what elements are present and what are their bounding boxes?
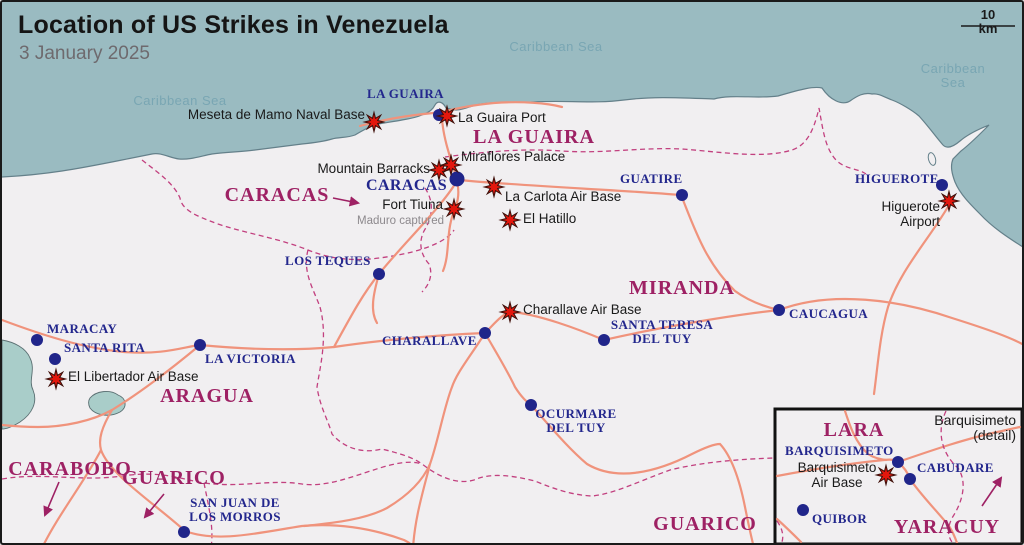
map-markers [31,104,961,538]
inset-borders [776,410,964,543]
city-dot-maracay [31,334,43,346]
yaracuy-arrow [981,476,1003,507]
city-dot-caucagua [773,304,785,316]
strike-icon-barquisimeto-air-base [874,463,898,487]
strike-icon-higuerote-airport [937,189,961,213]
strike-icon-fort-tiuna [442,197,466,221]
lake-valencia [2,339,36,430]
inset-detail-box [773,407,1022,543]
strike-icon-charallave-air-base [498,300,522,324]
inset-border [773,407,1022,543]
region-arrows [43,196,361,519]
city-dot-santa-teresa-del-tuy [598,334,610,346]
strike-icon-el-hatillo [498,208,522,232]
caracas-arrow [332,196,361,207]
city-dot-quibor [797,504,809,516]
city-dot-higuerote [936,179,948,191]
city-dot-ocurmare-del-tuy [525,399,537,411]
strike-icon-la-guaira-port [435,104,459,128]
lakes [2,339,126,430]
city-dot-san-juan-de-los-morros [178,526,190,538]
strike-icon-meseta-de-mamo-naval-base [362,110,386,134]
strike-icon-miraflores-palace [439,153,463,177]
state-borders [2,107,867,543]
carabobo-arrow [43,481,60,517]
city-dot-la-victoria [194,339,206,351]
city-dot-los-teques [373,268,385,280]
city-dot-cabudare [904,473,916,485]
city-dot-caracas [449,171,465,187]
city-dot-charallave [479,327,491,339]
city-dot-barquisimeto [892,456,904,468]
strike-icon-el-libertador-air-base [44,367,68,391]
coastal-island [927,152,937,166]
city-dot-santa-rita [49,353,61,365]
city-dot-guatire [676,189,688,201]
caribbean-sea [2,2,1022,247]
guarico-arrow [143,493,165,519]
strike-icon-la-carlota-air-base [482,175,506,199]
small-lake [88,391,126,416]
